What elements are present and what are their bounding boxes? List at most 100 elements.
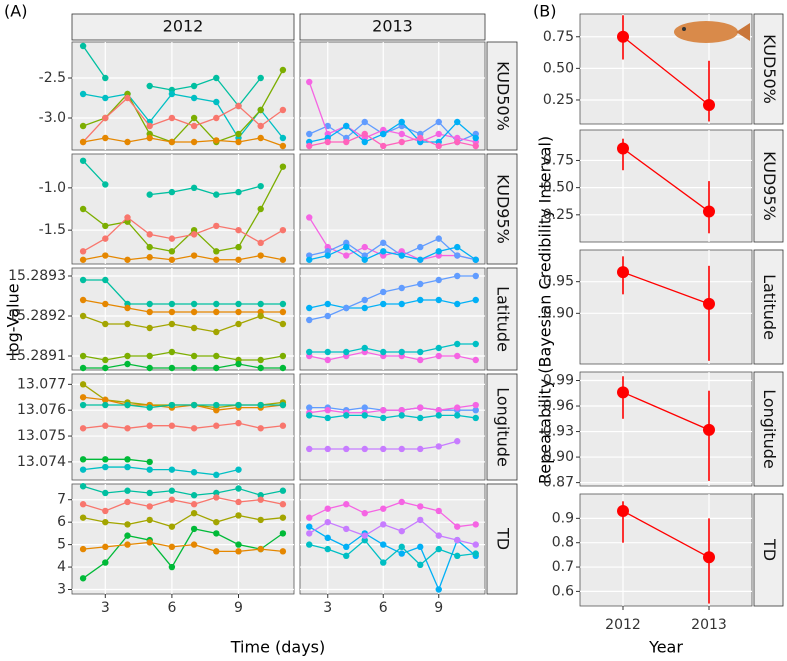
data-point	[190, 252, 198, 259]
data-point	[79, 456, 87, 463]
data-point	[190, 509, 198, 517]
data-point	[213, 471, 220, 479]
data-point	[279, 514, 287, 521]
data-point	[79, 381, 87, 388]
fish-icon	[674, 21, 750, 43]
data-point	[417, 280, 424, 288]
data-point	[417, 561, 424, 569]
data-point	[190, 425, 198, 432]
series-line	[308, 519, 476, 546]
data-point	[435, 130, 442, 138]
data-point	[617, 142, 629, 155]
facet-strip	[299, 13, 486, 41]
y-tick-label: -2.5	[39, 70, 66, 86]
y-tick-label: 0.75	[543, 152, 574, 168]
data-point	[361, 412, 368, 419]
data-point	[213, 248, 220, 255]
data-point	[257, 356, 264, 364]
data-point	[435, 248, 442, 255]
data-point	[102, 114, 109, 122]
y-tick-label: 15.2892	[8, 308, 66, 324]
data-point	[146, 82, 153, 90]
data-point	[213, 518, 220, 526]
data-point	[79, 545, 87, 553]
y-tick-label: 0.50	[543, 60, 574, 76]
data-point	[343, 122, 350, 130]
data-point	[257, 300, 264, 308]
data-point	[79, 364, 87, 372]
facet-strip	[486, 483, 518, 595]
series-line	[82, 93, 284, 140]
series-line	[309, 121, 477, 143]
data-point	[168, 422, 176, 429]
data-point	[361, 509, 368, 517]
series-line	[83, 466, 239, 476]
data-point	[361, 536, 368, 544]
data-point	[343, 552, 350, 560]
data-point	[79, 514, 87, 521]
y-tick-label: 6	[57, 514, 66, 530]
data-point	[146, 489, 153, 497]
y-tick-label: 0.75	[543, 29, 574, 45]
data-point	[213, 489, 220, 497]
data-point	[257, 74, 264, 82]
data-point	[124, 320, 131, 328]
y-tick-label: 0.25	[543, 207, 574, 223]
data-point	[235, 138, 242, 146]
data-point	[324, 138, 331, 146]
data-point	[79, 483, 87, 490]
y-tick-label: -1.5	[39, 222, 66, 238]
data-point	[361, 404, 368, 411]
y-tick-label: 0.6	[552, 583, 574, 599]
data-point	[361, 243, 368, 251]
y-tick-label: 0.25	[543, 92, 574, 108]
data-point	[257, 106, 264, 114]
facet-strip-label: Longitude	[494, 387, 513, 467]
data-point	[380, 348, 387, 356]
data-point	[703, 205, 715, 218]
data-point	[417, 356, 424, 364]
data-point	[417, 445, 424, 453]
data-point	[168, 496, 176, 503]
series-line	[82, 512, 283, 528]
panel-label: (B)	[533, 2, 556, 21]
data-point	[235, 300, 242, 308]
x-tick-label: 9	[434, 600, 443, 616]
data-point	[257, 496, 264, 503]
data-point	[417, 404, 424, 411]
data-point	[617, 386, 629, 399]
data-point	[79, 157, 87, 164]
data-point	[361, 118, 368, 126]
data-point	[454, 552, 461, 560]
data-point	[324, 414, 331, 422]
data-point	[213, 548, 220, 555]
data-point	[168, 114, 176, 122]
data-point	[168, 466, 176, 473]
data-point	[102, 401, 109, 409]
series-line	[309, 351, 476, 361]
data-point	[435, 507, 442, 515]
data-point	[168, 401, 176, 409]
data-point	[279, 256, 287, 263]
data-point	[398, 300, 405, 308]
data-point	[472, 550, 479, 557]
data-point	[257, 134, 264, 142]
data-point	[398, 445, 405, 453]
series-line	[82, 496, 284, 512]
data-point	[102, 276, 109, 284]
y-tick-label: 5	[57, 537, 66, 553]
data-point	[257, 239, 264, 247]
data-point	[306, 130, 313, 138]
data-point	[472, 356, 479, 364]
y-tick-label: 0.99	[543, 373, 574, 389]
data-point	[146, 308, 153, 316]
data-point	[124, 541, 131, 548]
data-point	[343, 525, 350, 533]
data-point	[324, 252, 331, 259]
data-point	[146, 404, 153, 411]
data-point	[380, 559, 387, 566]
data-point	[324, 545, 331, 553]
x-tick-label: 2012	[605, 617, 641, 633]
series-line	[82, 351, 284, 361]
data-point	[235, 512, 242, 519]
